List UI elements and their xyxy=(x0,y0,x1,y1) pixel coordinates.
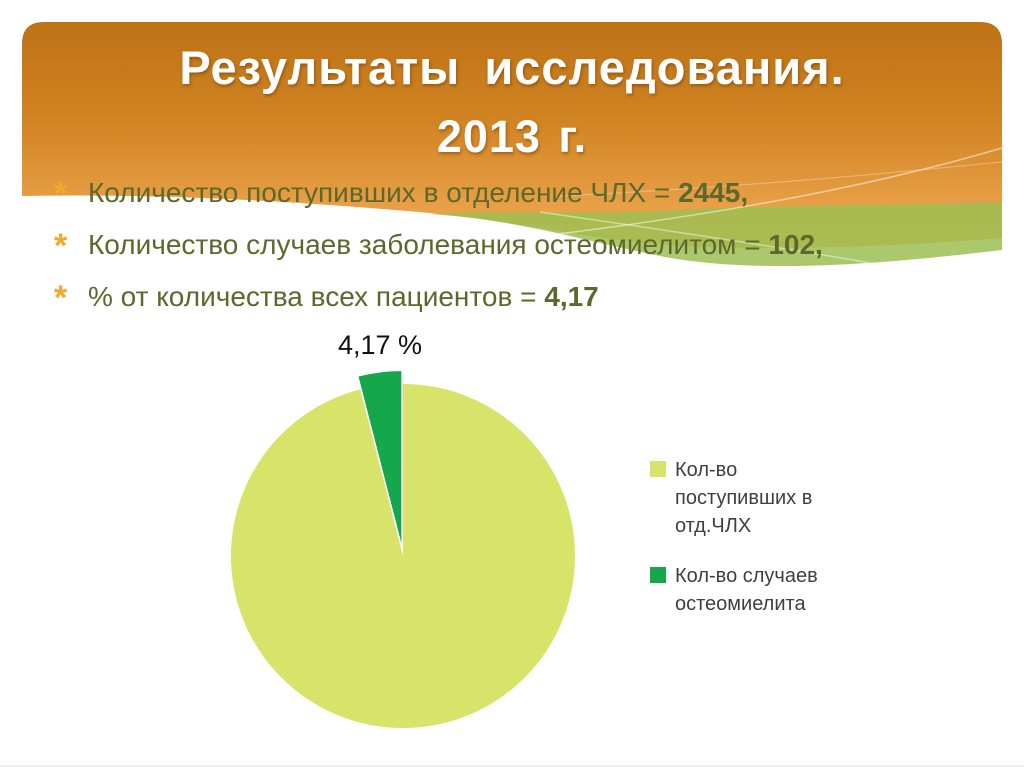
asterisk-bullet-icon: * xyxy=(54,279,68,317)
bullet-text-body: Количество поступивших в отделение ЧЛХ = xyxy=(88,177,679,208)
legend-label: Кол-во поступивших в отд.ЧЛХ xyxy=(675,459,813,537)
bullet-text: Количество случаев заболевания остеомиел… xyxy=(88,226,823,264)
pie-chart xyxy=(203,356,603,756)
pie-slice-data-label: 4,17 % xyxy=(338,330,423,360)
bullet-value: 2445, xyxy=(678,177,749,208)
slide-title-line2: 2013 г. xyxy=(436,111,588,162)
bullet-value: 4,17 xyxy=(544,281,599,312)
asterisk-bullet-icon: * xyxy=(54,175,68,213)
bullet-list: * Количество поступивших в отделение ЧЛХ… xyxy=(48,174,968,330)
legend-item: Кол-во поступивших в отд.ЧЛХ xyxy=(650,456,860,540)
slide-title-line1: Результаты исследования. xyxy=(179,41,845,94)
pie-exploded-slice xyxy=(358,371,402,544)
bullet-text-body: Количество случаев заболевания остеомиел… xyxy=(88,229,769,260)
legend-item: Кол-во случаев остеомиелита xyxy=(650,562,860,618)
bullet-item: * Количество случаев заболевания остеоми… xyxy=(48,226,968,265)
legend-swatch-icon xyxy=(650,461,666,477)
bullet-text: Количество поступивших в отделение ЧЛХ =… xyxy=(88,174,748,212)
bullet-text: % от количества всех пациентов = 4,17 xyxy=(88,278,599,316)
bullet-value: 102, xyxy=(768,229,823,260)
legend-swatch-icon xyxy=(650,567,666,583)
bullet-text-body: % от количества всех пациентов = xyxy=(88,281,545,312)
slide-bottom-edge xyxy=(0,765,1024,767)
slide-title: Результаты исследования. 2013 г. xyxy=(22,36,1002,168)
legend-label: Кол-во случаев остеомиелита xyxy=(675,565,818,615)
chart-legend: Кол-во поступивших в отд.ЧЛХ Кол-во случ… xyxy=(650,456,860,640)
pie-main-slice xyxy=(231,384,576,728)
bullet-item: * % от количества всех пациентов = 4,17 xyxy=(48,278,968,317)
asterisk-bullet-icon: * xyxy=(54,227,68,265)
bullet-item: * Количество поступивших в отделение ЧЛХ… xyxy=(48,174,968,213)
